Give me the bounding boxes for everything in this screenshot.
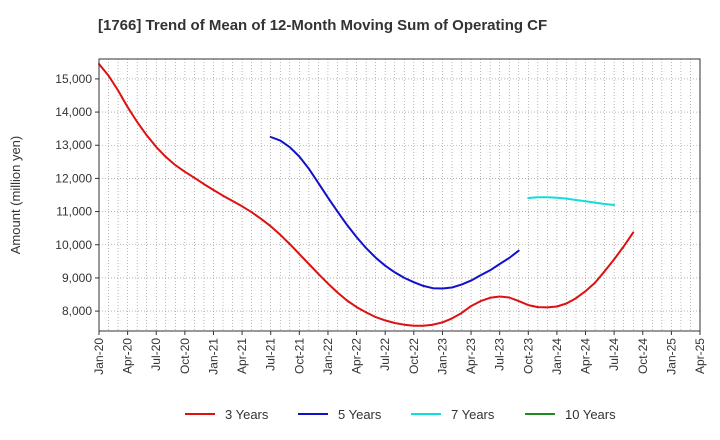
grid <box>99 59 700 331</box>
series-line-5-years <box>269 136 520 290</box>
x-tick-label: Jan-23 <box>435 338 449 375</box>
series-line-7-years <box>527 196 616 206</box>
x-tick-label: Apr-24 <box>579 338 593 374</box>
legend: 3 Years 5 Years 7 Years 10 Years <box>185 407 616 422</box>
x-tick-label: Jan-20 <box>92 338 106 375</box>
chart-title: [1766] Trend of Mean of 12-Month Moving … <box>98 17 547 34</box>
x-tick-label: Apr-22 <box>350 338 364 374</box>
x-tick-label: Jan-21 <box>206 338 220 375</box>
x-tick-label: Jan-25 <box>664 338 678 375</box>
x-tick-label: Jul-24 <box>607 338 621 371</box>
x-tick-label: Jul-21 <box>264 338 278 371</box>
y-tick-label: 12,000 <box>55 171 92 185</box>
x-tick-label: Oct-21 <box>292 338 306 374</box>
series-lines <box>98 63 635 327</box>
y-tick-label: 10,000 <box>55 238 92 252</box>
x-tick-label: Apr-21 <box>235 338 249 374</box>
x-tick-label: Jul-22 <box>378 338 392 371</box>
y-axis-label: Amount (million yen) <box>8 136 23 255</box>
y-tick-label: 8,000 <box>62 304 92 318</box>
x-axis: Jan-20 Apr-20 Jul-20 Oct-20 Jan-21 Apr-21 Jul-… <box>92 331 707 375</box>
x-tick-label: Oct-20 <box>178 338 192 374</box>
y-tick-label: 9,000 <box>62 271 92 285</box>
x-tick-label: Apr-25 <box>693 338 707 374</box>
y-tick-label: 14,000 <box>55 105 92 119</box>
legend-label: 7 Years <box>451 407 495 422</box>
x-tick-label: Apr-20 <box>121 338 135 374</box>
x-tick-label: Jul-23 <box>493 338 507 371</box>
series-line-3-years <box>98 63 635 327</box>
y-tick-label: 11,000 <box>56 205 92 219</box>
plot-area <box>99 59 700 331</box>
y-tick-label: 13,000 <box>55 138 92 152</box>
y-axis: 8,000 9,000 10,000 11,000 12,000 13,000 14,000… <box>55 72 99 318</box>
y-tick-label: 15,000 <box>55 72 92 86</box>
x-tick-label: Apr-23 <box>464 338 478 374</box>
x-tick-label: Jan-24 <box>550 338 564 375</box>
legend-label: 5 Years <box>338 407 382 422</box>
plot-frame <box>98 58 701 332</box>
x-tick-label: Oct-24 <box>636 338 650 374</box>
legend-label: 3 Years <box>225 407 269 422</box>
x-tick-label: Oct-23 <box>521 338 535 374</box>
x-tick-label: Oct-22 <box>407 338 421 374</box>
x-tick-label: Jul-20 <box>149 338 163 371</box>
x-tick-label: Jan-22 <box>321 338 335 375</box>
legend-label: 10 Years <box>565 407 616 422</box>
